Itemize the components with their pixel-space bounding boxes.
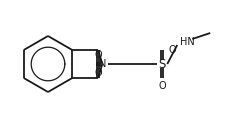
Text: O: O <box>94 68 102 78</box>
Text: S: S <box>159 57 166 71</box>
Text: O: O <box>94 50 102 60</box>
Text: HN: HN <box>180 37 195 47</box>
Text: O: O <box>158 81 166 91</box>
Text: N: N <box>99 59 106 69</box>
Text: O: O <box>168 45 176 55</box>
